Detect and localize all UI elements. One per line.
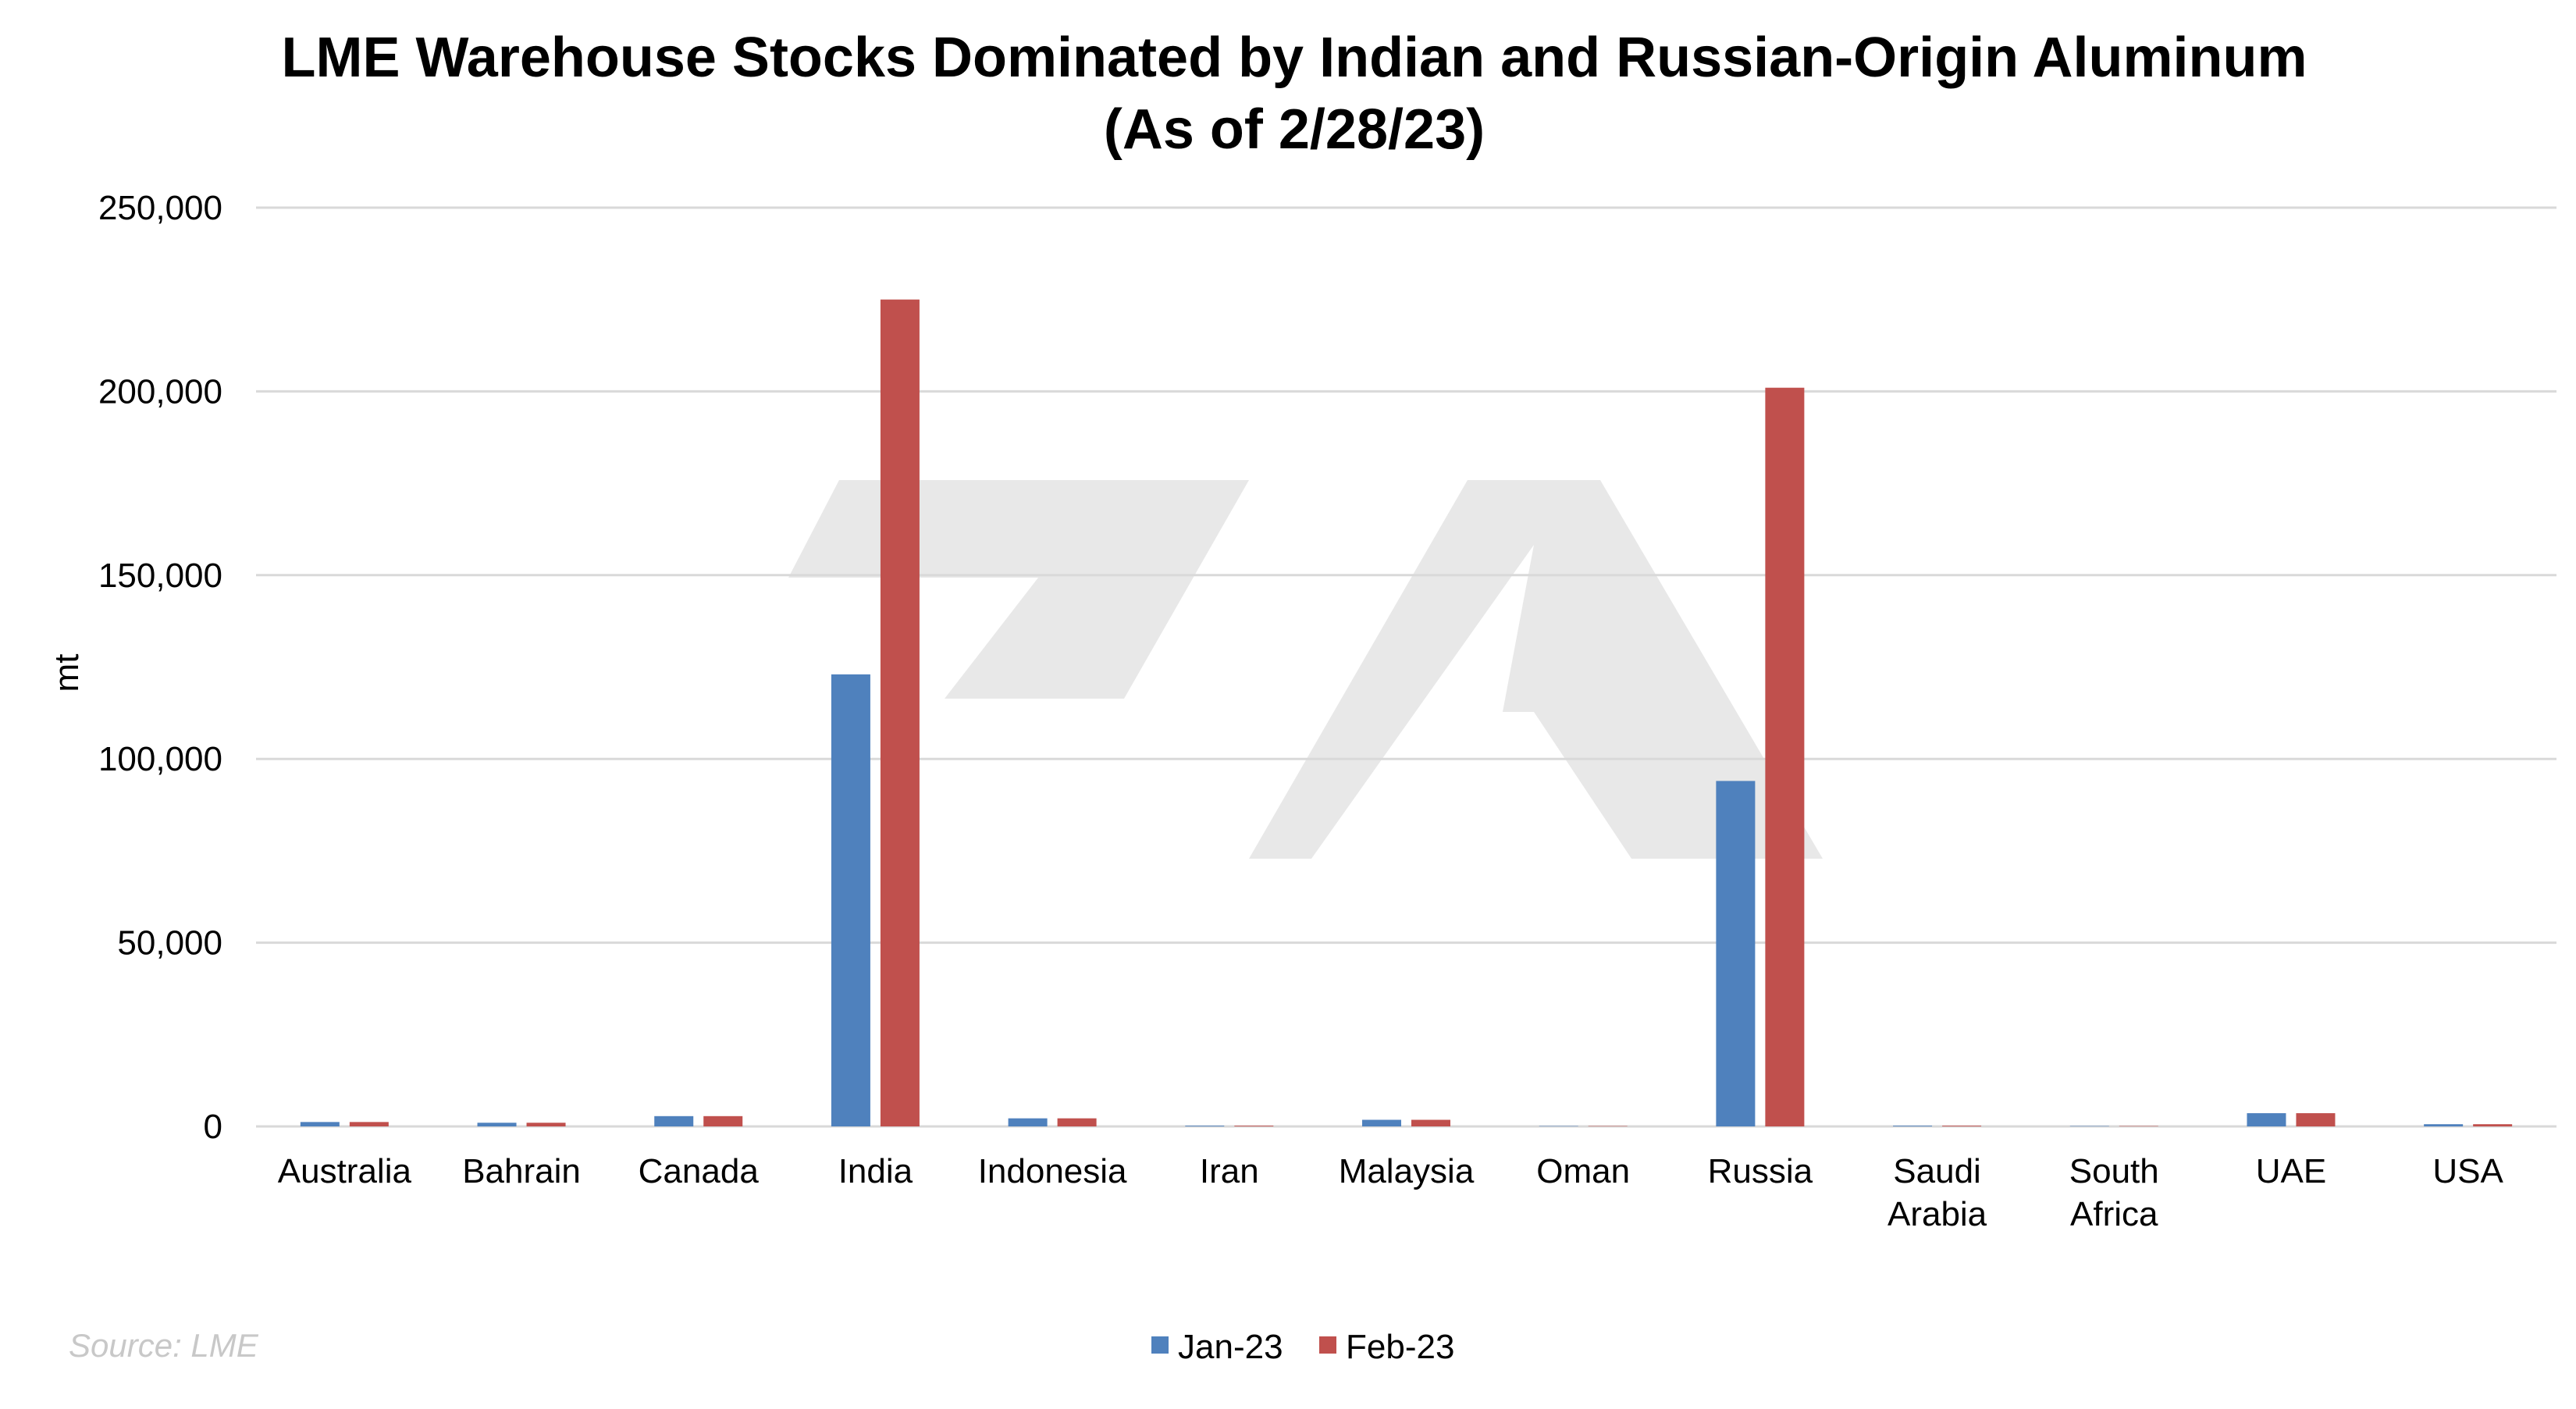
legend: Jan-23 Feb-23 [1151,1328,1454,1366]
x-tick-label: Saudi [1893,1152,1981,1190]
legend-swatch-feb-23 [1319,1336,1336,1354]
x-tick-label: Malaysia [1339,1152,1475,1190]
bar-jan-23-india [831,674,870,1126]
y-tick-label: 250,000 [98,189,222,227]
source-note: Source: LME [69,1327,259,1364]
chart-subtitle: (As of 2/28/23) [1104,98,1485,161]
bars [300,299,2513,1127]
x-axis-ticks: Australia Bahrain Canada India Indonesia Iran… [278,1152,2504,1233]
bar-jan-23-indonesia [1008,1118,1048,1126]
x-tick-label: South [2069,1152,2159,1190]
legend-swatch-jan-23 [1151,1336,1169,1354]
x-tick-label: India [838,1152,913,1190]
bar-jan-23-malaysia [1362,1119,1401,1126]
bar-jan-23-oman [1539,1126,1578,1127]
bar-feb-23-south-africa [2119,1126,2158,1127]
y-tick-label: 50,000 [117,924,222,962]
x-tick-label: Oman [1536,1152,1630,1190]
watermark-logo [788,480,1823,859]
bar-feb-23-canada [703,1115,743,1126]
gridlines [256,206,2556,1128]
bar-feb-23-malaysia [1411,1119,1450,1126]
bar-feb-23-uae [2296,1113,2336,1126]
bar-feb-23-bahrain [526,1123,566,1126]
legend-label: Feb-23 [1346,1328,1454,1366]
bar-feb-23-usa [2473,1124,2513,1126]
bar-jan-23-south-africa [2069,1126,2109,1127]
chart-title: LME Warehouse Stocks Dominated by Indian… [282,27,2307,89]
x-tick-label: Bahrain [462,1152,581,1190]
y-tick-label: 200,000 [98,372,222,411]
y-axis-ticks: 0 50,000 100,000 150,000 200,000 250,000 [98,189,222,1146]
bar-feb-23-russia [1765,387,1805,1126]
bar-jan-23-australia [300,1122,340,1126]
bar-feb-23-oman [1588,1126,1628,1127]
y-axis-title: mt [48,654,86,692]
bar-feb-23-australia [349,1122,389,1126]
x-tick-label: Iran [1200,1152,1259,1190]
bar-jan-23-russia [1716,781,1756,1126]
x-tick-label: Indonesia [978,1152,1127,1190]
legend-label: Jan-23 [1178,1328,1283,1366]
x-tick-label: Arabia [1888,1195,1987,1233]
x-tick-label: Russia [1708,1152,1813,1190]
bar-jan-23-bahrain [477,1123,517,1126]
x-tick-label: Africa [2070,1195,2158,1233]
x-tick-label: Australia [278,1152,412,1190]
x-tick-label: USA [2432,1152,2503,1190]
bar-jan-23-usa [2424,1124,2464,1126]
y-tick-label: 150,000 [98,557,222,595]
bar-jan-23-canada [654,1115,694,1126]
bar-feb-23-indonesia [1057,1118,1097,1126]
y-tick-label: 100,000 [98,740,222,778]
x-tick-label: UAE [2256,1152,2326,1190]
bar-feb-23-india [880,299,920,1127]
y-tick-label: 0 [204,1108,222,1146]
x-tick-label: Canada [639,1152,760,1190]
bar-jan-23-uae [2247,1113,2286,1126]
